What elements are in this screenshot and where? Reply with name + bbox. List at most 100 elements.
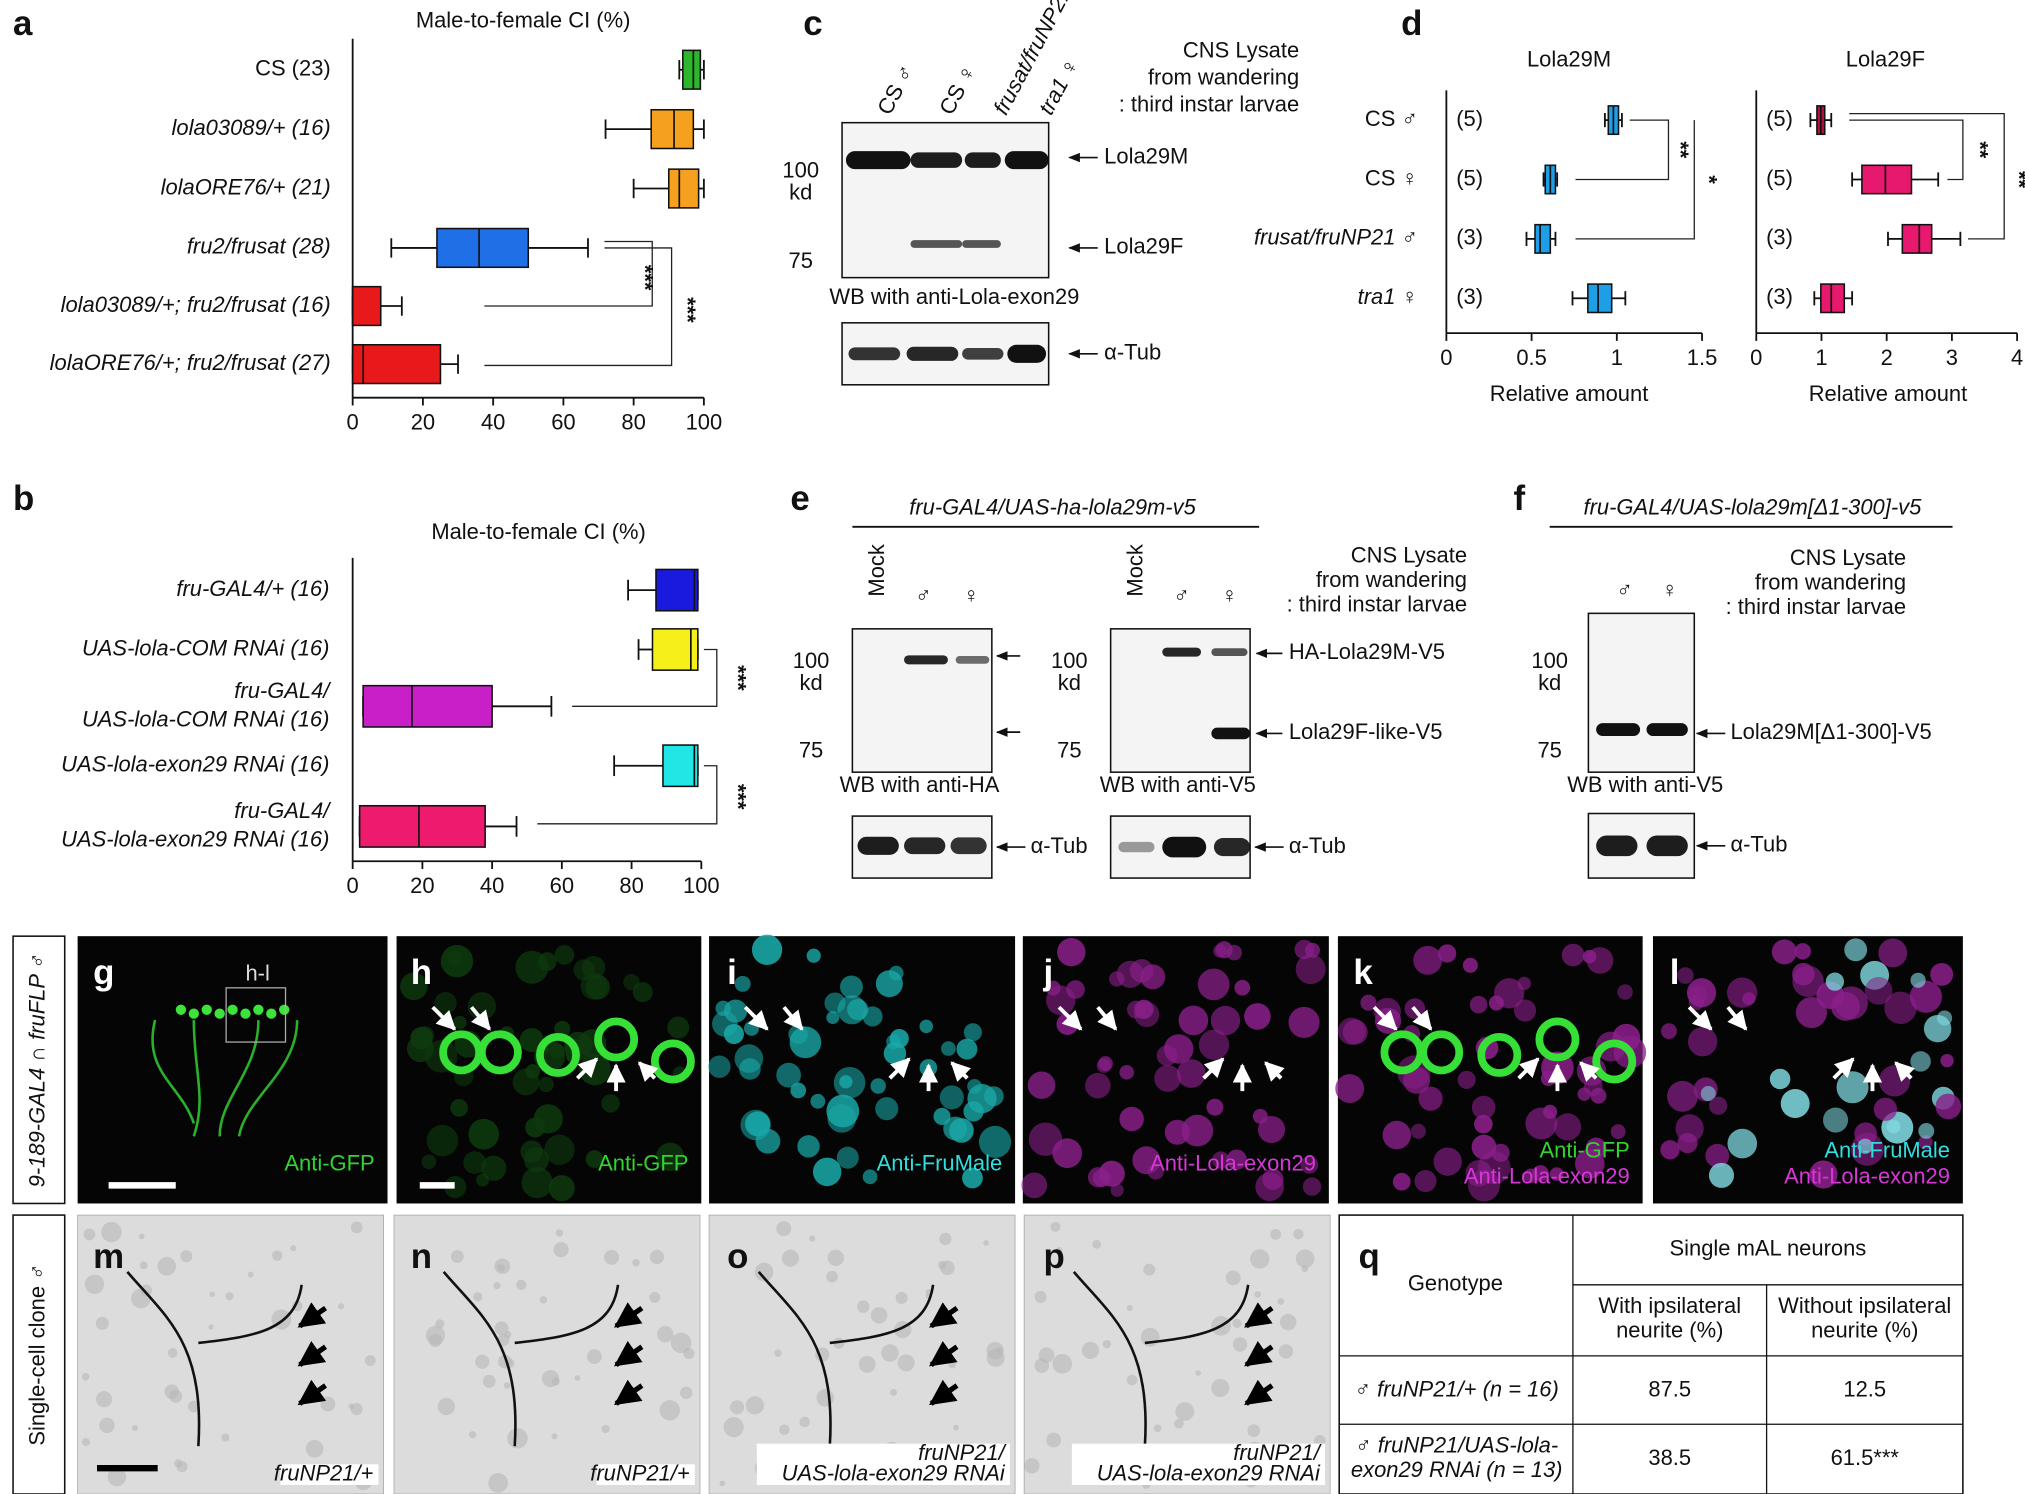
cell	[1210, 1005, 1241, 1036]
category-label: UAS-lola-exon29 RNAi (16)	[61, 752, 329, 777]
texture	[857, 1300, 870, 1313]
cell	[1305, 942, 1320, 958]
pointer	[297, 1340, 328, 1367]
blot	[851, 628, 993, 773]
category-label: UAS-lola-COM RNAi (16)	[82, 635, 329, 660]
band	[962, 347, 1004, 360]
pointer	[613, 1340, 644, 1367]
texture	[897, 1354, 915, 1372]
texture	[428, 1333, 442, 1347]
band	[950, 837, 987, 855]
lysate-note: : third instar larvae	[1287, 591, 1467, 616]
texture	[1247, 1424, 1261, 1437]
cell	[734, 975, 751, 992]
texture	[781, 1249, 799, 1267]
cell	[444, 1176, 467, 1199]
loading-label: α-Tub	[1031, 833, 1088, 858]
band	[1162, 836, 1207, 858]
cell	[1085, 1072, 1111, 1099]
texture	[1295, 1249, 1315, 1269]
cell	[862, 1169, 878, 1185]
cell	[1930, 962, 1954, 986]
cell	[1577, 1087, 1591, 1101]
cell	[538, 1076, 554, 1093]
cell	[1549, 1167, 1564, 1181]
panel-letter: e	[790, 479, 809, 518]
loading-label: α-Tub	[1730, 832, 1787, 857]
pointer	[929, 1379, 959, 1406]
table-cell: 38.5	[1648, 1445, 1691, 1470]
box	[650, 108, 695, 150]
band-label: HA-Lola29M-V5	[1289, 639, 1445, 664]
cell	[554, 1020, 571, 1037]
texture	[1277, 1298, 1285, 1305]
pointer	[1244, 1340, 1274, 1367]
texture	[1126, 1374, 1138, 1386]
pointer	[1894, 1061, 1915, 1082]
pointer	[1687, 1005, 1713, 1031]
cell	[1688, 994, 1705, 1010]
box	[358, 804, 486, 848]
band	[1211, 727, 1251, 740]
cell	[481, 1155, 507, 1181]
cell	[1140, 964, 1166, 990]
x-tick-label: 20	[410, 873, 434, 898]
cell	[434, 992, 457, 1015]
mw-marker: 75	[1057, 737, 1081, 762]
cell	[1864, 976, 1893, 1005]
pointer	[1202, 1057, 1225, 1080]
texture	[176, 1461, 188, 1473]
pointer	[431, 1005, 457, 1031]
category-label: fru2/frusat (28)	[187, 234, 331, 259]
texture	[139, 1261, 148, 1270]
cell	[1469, 995, 1488, 1014]
cell	[1795, 996, 1828, 1029]
cell	[862, 1006, 883, 1027]
cell	[1857, 1138, 1873, 1154]
x-tick-label: 4	[2011, 345, 2023, 370]
texture	[482, 1374, 496, 1388]
x-tick-label: 0	[1750, 345, 1762, 370]
lysate-note: CNS Lysate	[1183, 37, 1299, 62]
texture	[940, 1260, 955, 1276]
cell	[1780, 1089, 1810, 1118]
cell	[1134, 1001, 1160, 1028]
cell	[1057, 937, 1086, 967]
band	[1596, 723, 1641, 737]
cell	[410, 1026, 433, 1050]
x-tick-label: 2	[1881, 345, 1893, 370]
table-header: neurite (%)	[1616, 1318, 1723, 1343]
texture	[776, 1221, 792, 1237]
texture	[364, 1355, 376, 1366]
category-label: CS (23)	[255, 56, 331, 81]
texture	[649, 1249, 665, 1265]
texture	[209, 1291, 215, 1298]
n-label: (5)	[1456, 106, 1483, 131]
box	[351, 343, 442, 385]
lysate-note: from wandering	[1755, 569, 1906, 594]
category-label: fru-GAL4/	[234, 798, 331, 823]
cell	[1414, 1170, 1437, 1193]
cell	[1295, 954, 1326, 985]
pointer	[782, 1005, 804, 1031]
genotype-box	[1071, 1443, 1325, 1485]
cell	[826, 1011, 840, 1025]
cell	[1553, 1113, 1582, 1141]
texture	[1038, 1347, 1055, 1363]
cell	[1052, 1138, 1083, 1168]
texture	[101, 1221, 122, 1243]
texture	[604, 1249, 620, 1265]
pointer	[297, 1302, 328, 1329]
cell	[1667, 1080, 1698, 1112]
row-label-box	[12, 1214, 66, 1494]
cell	[839, 1075, 853, 1089]
texture	[827, 1249, 845, 1267]
texture	[774, 1349, 782, 1357]
cell	[1705, 1143, 1730, 1168]
mw-marker: 100	[1051, 648, 1088, 673]
texture	[659, 1400, 680, 1421]
texture	[468, 1431, 477, 1439]
category-label: CS ♀	[1365, 165, 1418, 190]
cell	[1769, 1068, 1791, 1090]
cell	[1178, 1005, 1209, 1036]
